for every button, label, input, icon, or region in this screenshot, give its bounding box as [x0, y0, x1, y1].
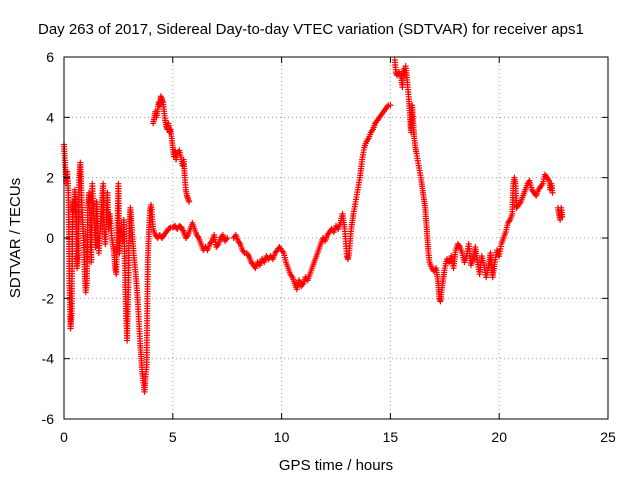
data-point	[387, 102, 394, 109]
data-point	[186, 198, 193, 205]
x-tick-label: 5	[169, 429, 177, 445]
y-tick-label: 6	[46, 49, 54, 65]
data-point	[549, 189, 556, 196]
data-point	[166, 225, 173, 232]
y-tick-label: 4	[46, 109, 54, 125]
axis-ticks: 0 5 10 15 20 25 -6 -4 -2 0 2 4 6	[42, 49, 616, 445]
y-tick-label: -4	[42, 351, 55, 367]
grid-lines	[64, 57, 608, 419]
y-tick-label: -6	[42, 411, 55, 427]
x-tick-label: 10	[274, 429, 290, 445]
x-tick-label: 20	[491, 429, 507, 445]
data-point	[224, 235, 231, 241]
x-tick-label: 0	[60, 429, 68, 445]
x-tick-label: 15	[383, 429, 399, 445]
chart-title: Day 263 of 2017, Sidereal Day-to-day VTE…	[38, 21, 584, 38]
x-axis-label: GPS time / hours	[279, 457, 393, 474]
y-axis-label: SDTVAR / TECUs	[7, 178, 24, 298]
y-tick-label: 2	[46, 170, 54, 186]
data-points	[61, 57, 566, 395]
data-point	[559, 213, 566, 220]
y-tick-label: 0	[46, 230, 54, 246]
y-tick-label: -2	[42, 290, 55, 306]
x-tick-label: 25	[600, 429, 616, 445]
series-sdtvar	[61, 57, 566, 395]
